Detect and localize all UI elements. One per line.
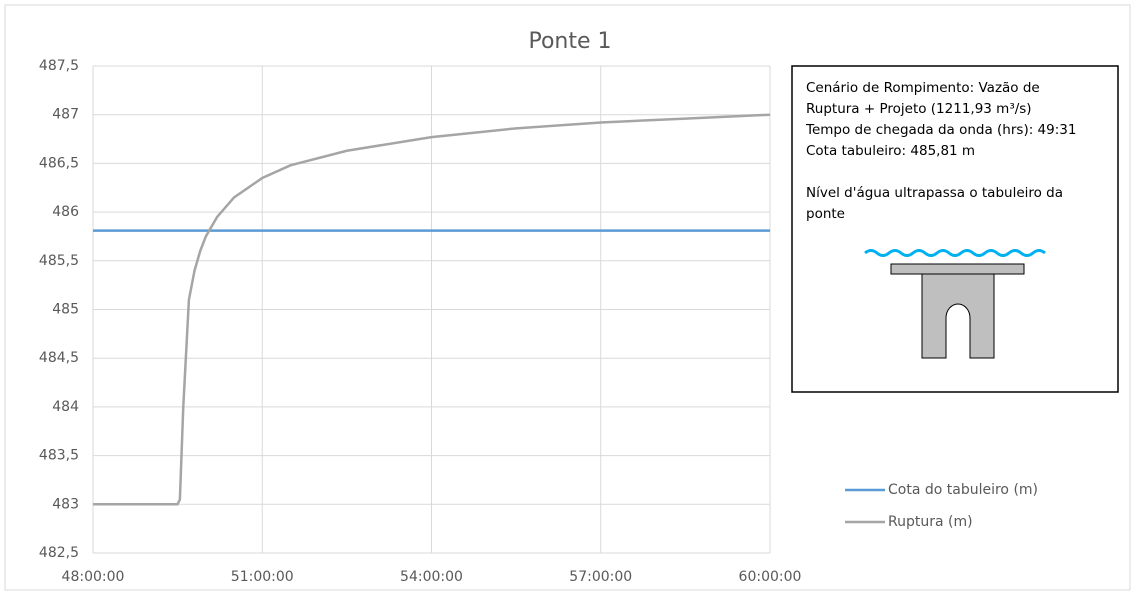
x-tick-label: 54:00:00 (400, 569, 463, 585)
annotation-text: Tempo de chegada da onda (hrs): 49:31 (805, 122, 1076, 138)
y-tick-label: 484 (52, 399, 79, 415)
y-tick-label: 483,5 (39, 448, 79, 464)
x-tick-label: 48:00:00 (62, 569, 125, 585)
y-tick-label: 483 (52, 496, 79, 512)
legend-label: Cota do tabuleiro (m) (888, 482, 1038, 498)
bridge-deck (890, 263, 1025, 275)
y-tick-label: 484,5 (39, 350, 79, 366)
legend-label: Ruptura (m) (888, 514, 973, 530)
water-wave (864, 249, 1046, 257)
x-tick-label: 57:00:00 (569, 569, 632, 585)
y-tick-label: 487,5 (39, 58, 79, 74)
y-tick-label: 487 (52, 107, 79, 123)
y-tick-label: 485,5 (39, 253, 79, 269)
annotation-text: Cenário de Rompimento: Vazão de (806, 80, 1040, 96)
annotation-text: ponte (806, 206, 845, 222)
chart-title: Ponte 1 (528, 29, 611, 54)
y-tick-label: 485 (52, 302, 79, 318)
series-line (93, 113, 771, 506)
annotation-text: Cota tabuleiro: 485,81 m (806, 143, 975, 159)
x-tick-label: 60:00:00 (739, 569, 802, 585)
bridge-pier (921, 273, 995, 359)
y-tick-label: 482,5 (39, 545, 79, 561)
x-tick-label: 51:00:00 (231, 569, 294, 585)
annotation-text: Ruptura + Projeto (1211,93 m³/s) (806, 101, 1032, 117)
annotation-text: Nível d'água ultrapassa o tabuleiro da (806, 185, 1063, 201)
annotation-box (791, 65, 1119, 393)
y-tick-label: 486,5 (39, 155, 79, 171)
bridge-icon (864, 249, 1046, 359)
y-tick-label: 486 (52, 204, 79, 220)
